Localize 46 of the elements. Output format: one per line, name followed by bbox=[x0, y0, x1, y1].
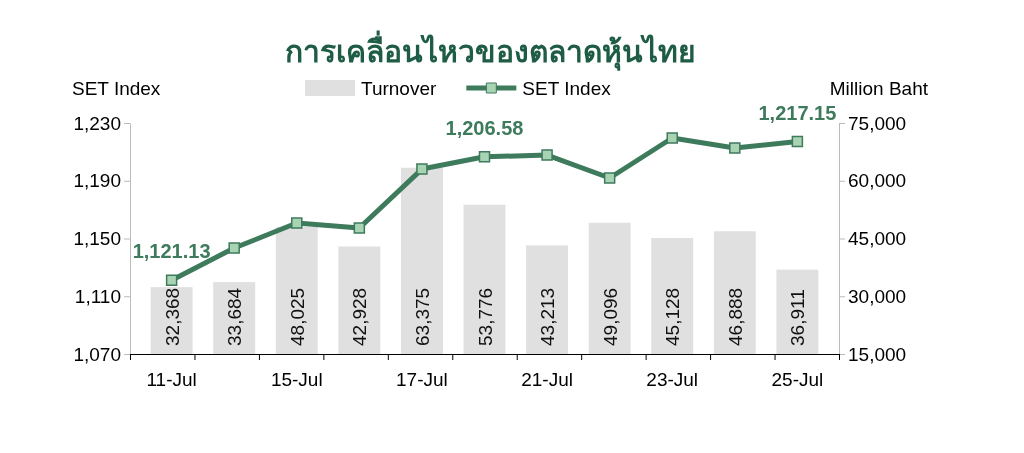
data-label: 42,928 bbox=[349, 287, 371, 346]
point bbox=[228, 242, 240, 254]
y2-tick-label: 15,000 bbox=[848, 343, 907, 365]
legend-label: SET Index bbox=[522, 78, 612, 99]
point bbox=[478, 151, 491, 163]
x-tick-label: 21-Jul bbox=[521, 369, 573, 390]
point bbox=[416, 163, 428, 175]
x-tick-label: 17-Jul bbox=[396, 369, 448, 390]
data-label: 63,375 bbox=[411, 287, 433, 346]
data-label: 53,776 bbox=[474, 287, 496, 346]
data-label: 49,096 bbox=[599, 287, 621, 346]
y2-tick-label: 30,000 bbox=[848, 285, 907, 307]
point bbox=[791, 135, 804, 148]
y2-axis-title: Million Baht bbox=[829, 78, 929, 99]
y2-tick-label: 60,000 bbox=[848, 170, 907, 192]
point bbox=[291, 217, 303, 229]
y-tick-label: 1,190 bbox=[73, 170, 121, 192]
data-label: 45,128 bbox=[662, 287, 684, 346]
point bbox=[666, 132, 678, 144]
data-label: 33,684 bbox=[224, 287, 246, 346]
chart-title: การเคลื่อนไหวของตลาดหุ้นไทย bbox=[284, 30, 696, 71]
data-label: 43,213 bbox=[537, 287, 559, 346]
x-tick-label: 15-Jul bbox=[270, 369, 323, 390]
y-tick-label: 1,150 bbox=[73, 228, 121, 250]
data-label: 48,025 bbox=[286, 287, 308, 346]
data-label: 46,888 bbox=[724, 287, 746, 346]
y-tick-label: 1,110 bbox=[74, 285, 121, 307]
data-label: 36,911 bbox=[787, 289, 809, 346]
legend-label: Turnover bbox=[361, 78, 437, 99]
data-label: 1,206.58 bbox=[445, 116, 524, 139]
y-tick-label: 1,070 bbox=[73, 343, 121, 365]
y-tick-label: 1,230 bbox=[73, 112, 121, 134]
x-tick-label: 11-Jul bbox=[146, 369, 197, 390]
point bbox=[729, 142, 741, 154]
point bbox=[165, 274, 178, 286]
y2-tick-label: 75,000 bbox=[848, 112, 907, 134]
point bbox=[603, 172, 616, 184]
data-label: 1,217.15 bbox=[758, 101, 837, 124]
x-tick-label: 23-Jul bbox=[646, 369, 699, 390]
point bbox=[541, 149, 553, 161]
y-axis-title: SET Index bbox=[72, 78, 161, 99]
y2-tick-label: 45,000 bbox=[848, 228, 907, 250]
point bbox=[353, 222, 366, 234]
data-label: 1,121.13 bbox=[132, 240, 211, 263]
data-label: 32,368 bbox=[161, 287, 183, 346]
x-tick-label: 25-Jul bbox=[771, 369, 824, 390]
